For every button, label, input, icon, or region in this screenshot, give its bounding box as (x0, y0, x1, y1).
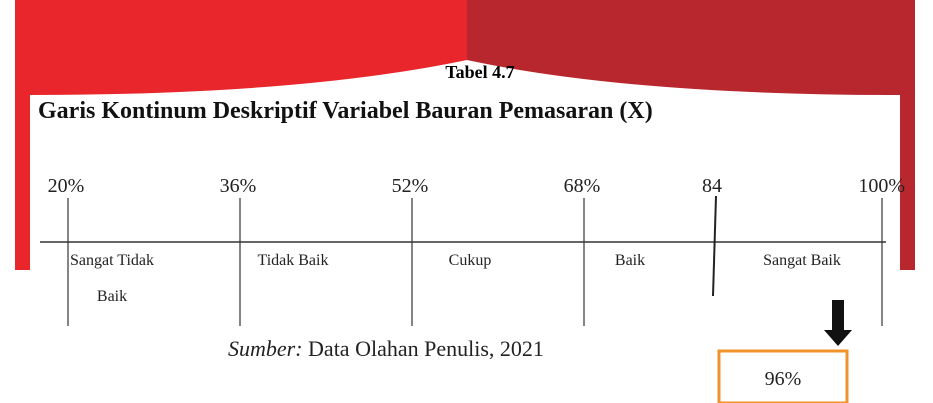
scale-label: 100% (858, 175, 905, 197)
source-text: Data Olahan Penulis, 2021 (308, 336, 544, 361)
scale-label: 36% (220, 175, 257, 197)
scale-label: 68% (564, 175, 601, 197)
result: 96% (765, 368, 802, 390)
category-label: Sangat Baik (763, 252, 841, 269)
category-label: Baik (97, 288, 127, 305)
red-right (467, 0, 915, 270)
red-left (15, 0, 467, 270)
scale-label: 84 (702, 175, 722, 197)
caption: Tabel 4.7 (445, 62, 514, 82)
title: Garis Kontinum Deskriptif Variabel Baura… (38, 98, 653, 124)
source-prefix: Sumber: (228, 336, 303, 361)
scale-label: 20% (48, 175, 85, 197)
category-label: Baik (615, 252, 645, 269)
result-box (717, 349, 849, 403)
scale-line (712, 195, 717, 297)
source: Sumber: Data Olahan Penulis, 2021 (228, 336, 544, 361)
category-label: Sangat Tidak (70, 252, 154, 269)
arrow (824, 300, 852, 346)
scale-label: 52% (392, 175, 429, 197)
category-label: Tidak Baik (258, 252, 329, 269)
category-label: Cukup (449, 252, 492, 269)
